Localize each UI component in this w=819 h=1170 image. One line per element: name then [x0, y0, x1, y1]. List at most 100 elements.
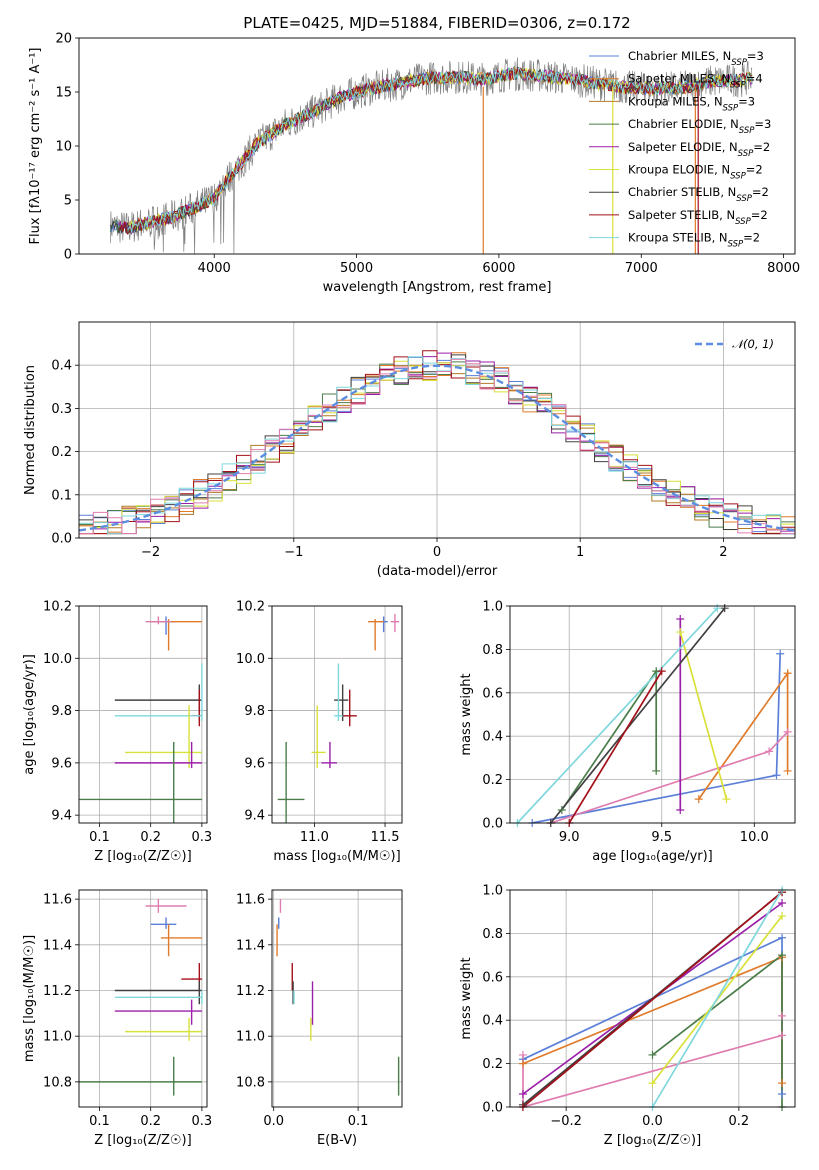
- x-axis-label: Z [log₁₀(Z/Z☉)]: [604, 1133, 701, 1148]
- x-tick-label: 11.5: [371, 830, 400, 845]
- y-axis-label: age [log₁₀(age/yr)]: [22, 654, 37, 775]
- y-tick-label: 0.8: [482, 927, 503, 942]
- residuals-plot-area: [79, 350, 795, 535]
- mass-weight-marker: [652, 766, 661, 775]
- mass-weight-marker: [518, 1059, 527, 1068]
- y-axis-label: mass weight: [459, 957, 474, 1039]
- x-tick-label: 11.0: [300, 830, 329, 845]
- mass_weight_vs_age-plot-area: [516, 607, 789, 823]
- x-tick-label: 0: [433, 545, 441, 560]
- y-tick-label: 11.0: [236, 1030, 265, 1045]
- mass-weight-marker: [765, 747, 774, 756]
- mass-weight-marker: [778, 1089, 787, 1098]
- y-tick-label: 20: [55, 32, 72, 47]
- mass_weight_vs_Z-panel: −0.2 0.0 0.2 0.0 0.2 0.4 0.6 0.8 1.0 Z [log₁₀(Z/Z…: [459, 884, 796, 1148]
- residuals-panel: −2 −1 0 1 2 0.0 0.1 0.2 0.3 0.4 (data-model)/error…: [23, 321, 796, 579]
- y-tick-label: 9.6: [244, 756, 265, 771]
- mass_vs_Z-plot-area: [79, 899, 203, 1096]
- x-tick-label: 0.2: [729, 1114, 750, 1129]
- x-axis-label: (data-model)/error: [377, 564, 498, 579]
- mass_vs_Z-panel: 0.1 0.2 0.3 10.8 11.0 11.2 11.4 11.6 Z [log₁₀(Z/…: [22, 889, 213, 1148]
- x-tick-label: 2: [719, 545, 727, 560]
- mass_weight_vs_age-frame: [509, 605, 796, 824]
- mass-weight-line-chabrier-stelib: [550, 607, 726, 823]
- legend-label: Chabrier ELODIE, NSSP=3: [628, 117, 771, 136]
- y-tick-label: 10.0: [43, 652, 72, 667]
- y-tick-label: 0.1: [51, 488, 72, 503]
- y-axis-label: Normed distribution: [23, 365, 38, 495]
- spectrum-panel: 4000 5000 6000 7000 8000 0 5 10 15 20 wavelength […: [28, 32, 800, 296]
- spectrum-frame: [78, 37, 796, 255]
- y-axis-label: Flux [fλ10⁻¹⁷ erg cm⁻² s⁻¹ A⁻¹]: [28, 48, 43, 245]
- age_vs_mass-frame: [271, 605, 403, 824]
- x-tick-label: 9.5: [651, 830, 672, 845]
- y-tick-label: 0: [64, 248, 72, 263]
- mass-weight-marker: [783, 766, 792, 775]
- mass-weight-line-salpeter-stelib: [522, 891, 783, 1107]
- y-tick-label: 0.0: [482, 1101, 503, 1116]
- x-tick-label: 1: [576, 545, 584, 560]
- model-spectrum-kroupa-stelib: [127, 67, 753, 233]
- x-tick-label: 7000: [625, 261, 658, 276]
- mass-weight-marker: [518, 1050, 527, 1059]
- y-tick-label: 11.0: [43, 1030, 72, 1045]
- y-tick-label: 0.8: [482, 643, 503, 658]
- y-tick-label: 10.2: [43, 600, 72, 615]
- y-tick-label: 10: [55, 140, 72, 155]
- mass-weight-marker: [778, 951, 787, 960]
- normal-distribution-curve: [79, 364, 795, 532]
- legend-label: 𝒩(0, 1): [732, 337, 774, 351]
- mass-weight-marker: [657, 667, 666, 676]
- legend-label: Salpeter ELODIE, NSSP=2: [628, 140, 770, 159]
- x-tick-label: 0.1: [89, 830, 110, 845]
- residual-histogram-extra_pink: [79, 358, 795, 535]
- mass-weight-marker: [518, 1089, 527, 1098]
- mass-weight-marker: [778, 1031, 787, 1040]
- mass-weight-marker: [557, 805, 566, 814]
- age_vs_mass-panel: 11.0 11.5 9.4 9.6 9.8 10.0 10.2 mass [log₁₀(M/M…: [236, 600, 403, 864]
- x-tick-label: 0.3: [192, 830, 213, 845]
- spectrum-plot-area: [109, 57, 753, 254]
- x-tick-label: 0.3: [192, 1114, 213, 1129]
- x-axis-label: E(B-V): [317, 1133, 357, 1148]
- x-tick-label: 0.0: [263, 1114, 284, 1129]
- mass-weight-line-salpeter-stelib: [568, 670, 663, 823]
- x-tick-label: 9.0: [559, 830, 580, 845]
- residual-histogram-kroupa-stelib: [79, 356, 795, 535]
- y-tick-label: 9.8: [51, 704, 72, 719]
- mass-weight-marker: [772, 771, 781, 780]
- age_vs_mass-plot-area: [277, 613, 400, 823]
- age_vs_Z-plot-area: [79, 616, 203, 823]
- mass_weight_vs_age-panel: 9.0 9.5 10.0 0.0 0.2 0.4 0.6 0.8 1.0 age [log₁₀(a…: [459, 600, 796, 864]
- y-tick-label: 11.2: [236, 984, 265, 999]
- y-tick-label: 1.0: [482, 600, 503, 615]
- x-tick-label: 10.0: [740, 830, 769, 845]
- mass-weight-marker: [720, 604, 729, 613]
- x-tick-label: 5000: [340, 261, 373, 276]
- x-axis-label: wavelength [Angstrom, rest frame]: [323, 280, 552, 295]
- y-tick-label: 0.6: [482, 686, 503, 701]
- mass-weight-marker: [676, 615, 685, 624]
- model-spectrum-salpeter-stelib: [118, 67, 753, 235]
- mass-weight-marker: [722, 795, 731, 804]
- x-tick-label: −1: [284, 545, 303, 560]
- y-tick-label: 9.4: [51, 809, 72, 824]
- x-tick-label: 6000: [482, 261, 515, 276]
- mass-weight-marker: [713, 604, 722, 613]
- y-tick-label: 0.4: [482, 1014, 503, 1029]
- mass_vs_ebv-frame: [271, 889, 403, 1108]
- x-tick-label: 0.0: [642, 1114, 663, 1129]
- mass-weight-marker: [776, 649, 785, 658]
- mass-weight-marker: [778, 1079, 787, 1088]
- mass-weight-line-kroupa-stelib: [516, 607, 718, 823]
- mass-weight-marker: [783, 669, 792, 678]
- mass-weight-marker: [778, 899, 787, 908]
- y-tick-label: 10.8: [236, 1075, 265, 1090]
- y-tick-label: 5: [64, 194, 72, 209]
- x-tick-label: 0.1: [348, 1114, 369, 1129]
- y-tick-label: 0.2: [51, 445, 72, 460]
- x-tick-label: 8000: [767, 261, 800, 276]
- y-tick-label: 11.4: [43, 938, 72, 953]
- y-axis-label: mass weight: [459, 673, 474, 755]
